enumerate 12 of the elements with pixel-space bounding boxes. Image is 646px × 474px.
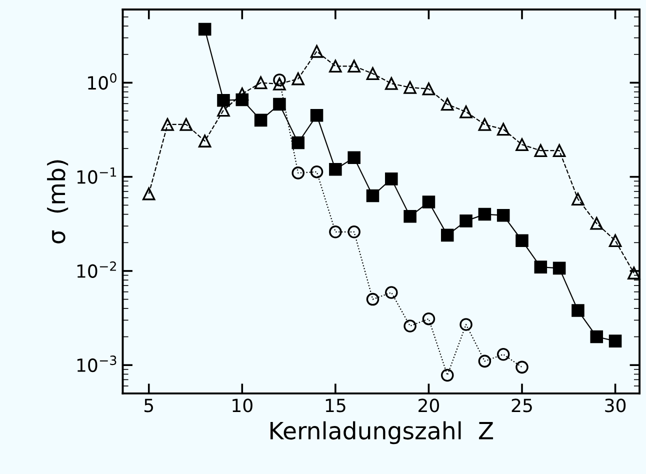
x-tick-label: 20 [418, 398, 440, 412]
x-tick-label: 25 [512, 398, 532, 412]
y-tick-label: 10$^{−3}$ [77, 356, 116, 372]
y-tick-label: 10$^{−2}$ [77, 261, 116, 278]
x-tick-label: 30 [605, 398, 626, 412]
x-axis-title: Kernladungszahl Z [270, 421, 494, 444]
y-axis-title: σ (mb) [47, 160, 68, 244]
x-tick-label: 10 [232, 398, 252, 412]
y-tick-label: 10$^{−1}$ [77, 167, 116, 184]
y-tick-label: 10$^{0}$ [88, 73, 116, 90]
x-tick-label: 5 [144, 398, 154, 412]
x-tick-label: 15 [326, 398, 346, 412]
